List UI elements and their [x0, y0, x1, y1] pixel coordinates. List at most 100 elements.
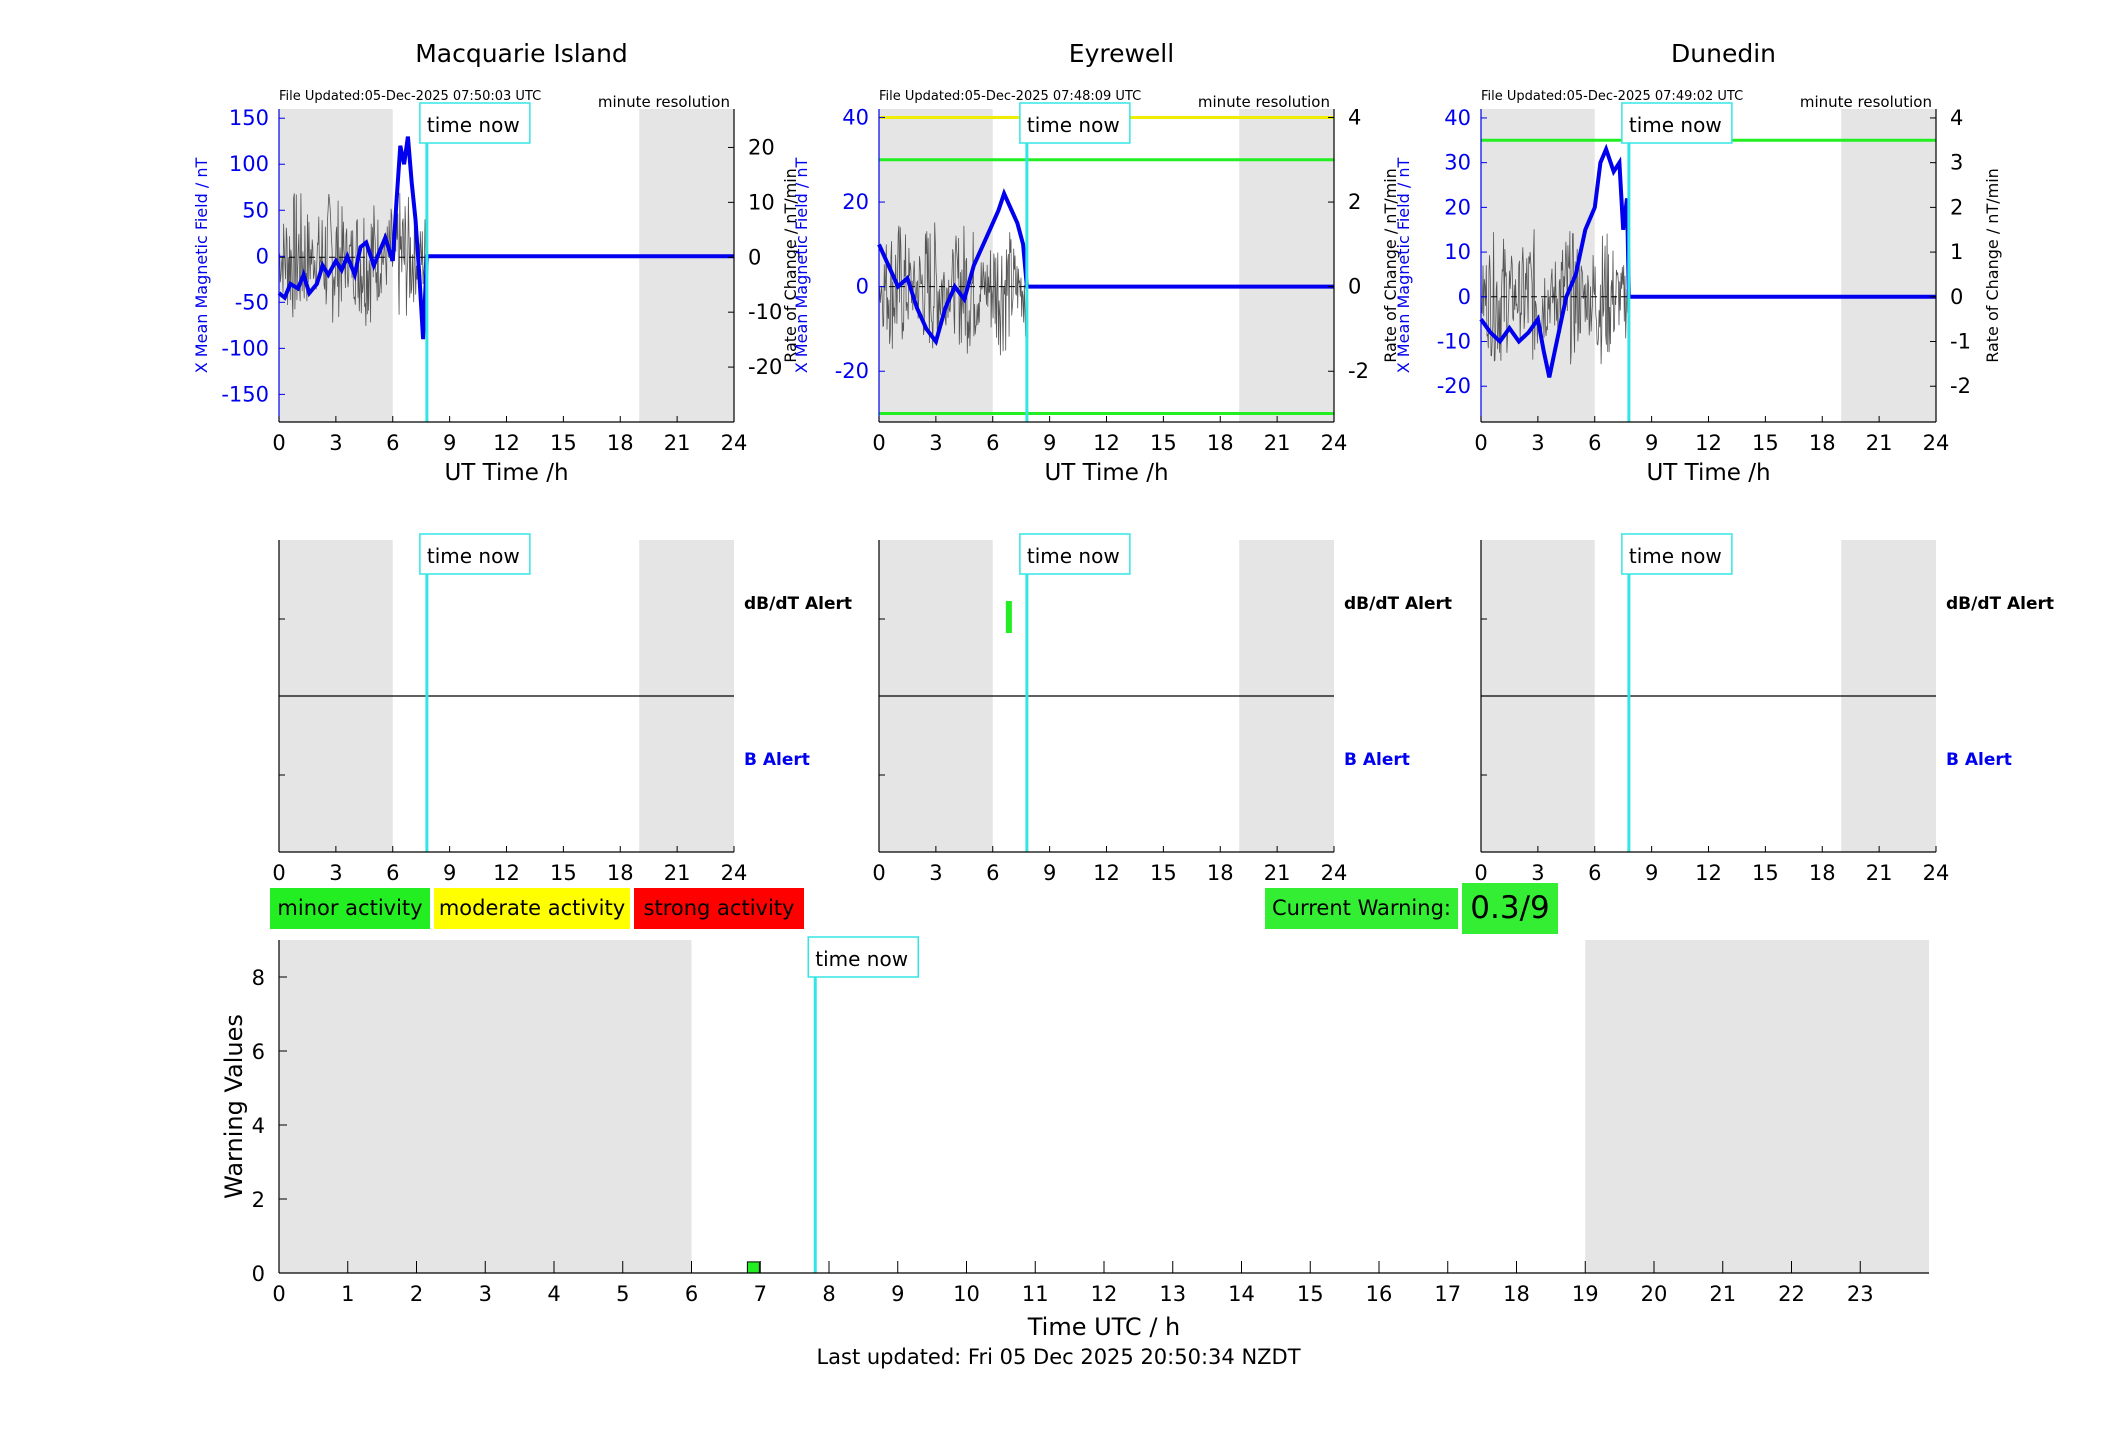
alert-x-tick-label: 6	[1588, 861, 1601, 885]
y-tick-label-left: 0	[856, 275, 869, 299]
x-tick-label: 9	[443, 431, 456, 455]
warning-x-tick-label: 18	[1503, 1282, 1530, 1306]
field-series-line	[877, 188, 1334, 347]
dbdt-alert-label: dB/dT Alert	[1344, 594, 1452, 614]
time-now-label-box	[807, 936, 919, 978]
y-tick-label-left: -100	[221, 336, 269, 360]
alert-x-tick-label: 21	[1264, 861, 1291, 885]
alert-x-tick-label: 15	[1150, 861, 1177, 885]
x-tick-label: 6	[1588, 431, 1601, 455]
x-axis-label: UT Time /h	[1646, 460, 1770, 486]
time-now-label-box	[419, 533, 531, 575]
x-tick-label: 9	[1645, 431, 1658, 455]
x-tick-label: 12	[1695, 431, 1722, 455]
panel-title: Eyrewell	[1069, 39, 1174, 68]
file-updated-text: File Updated:05-Dec-2025 07:50:03 UTC	[279, 89, 541, 104]
alert-x-tick-label: 21	[664, 861, 691, 885]
warning-y-tick-label: 0	[252, 1262, 265, 1286]
y-axis-label-left: X Mean Magnetic Field / nT	[192, 158, 211, 374]
alert-x-tick-label: 6	[986, 861, 999, 885]
x-tick-label: 24	[721, 431, 748, 455]
y-tick-label-left: 0	[1458, 285, 1471, 309]
y-tick-label-right: 1	[1950, 240, 1963, 264]
legend-minor-activity: minor activity	[270, 888, 430, 929]
x-tick-label: 24	[1923, 431, 1950, 455]
alert-x-tick-label: 9	[1043, 861, 1056, 885]
legend-strong-activity: strong activity	[634, 888, 804, 929]
warning-night-shading	[279, 940, 692, 1273]
warning-x-tick-label: 6	[685, 1282, 698, 1306]
x-tick-label: 9	[1043, 431, 1056, 455]
alert-x-tick-label: 18	[1809, 861, 1836, 885]
warning-x-tick-label: 13	[1159, 1282, 1186, 1306]
dbdt-alert-mark	[1005, 601, 1012, 633]
warning-x-tick-label: 1	[341, 1282, 354, 1306]
time-now-label: time now	[1027, 544, 1120, 568]
warning-x-tick-label: 0	[272, 1282, 285, 1306]
warning-x-tick-label: 12	[1091, 1282, 1118, 1306]
x-tick-label: 18	[1809, 431, 1836, 455]
x-tick-label: 0	[872, 431, 885, 455]
y-tick-label-right: 20	[748, 135, 775, 159]
y-tick-label-left: 10	[1444, 240, 1471, 264]
y-tick-label-left: 30	[1444, 151, 1471, 175]
x-tick-label: 3	[929, 431, 942, 455]
y-tick-label-right: 2	[1348, 190, 1361, 214]
warning-x-tick-label: 20	[1641, 1282, 1668, 1306]
y-tick-label-right: 0	[748, 245, 761, 269]
time-now-label: time now	[815, 947, 908, 971]
x-tick-label: 0	[1474, 431, 1487, 455]
y-tick-label-left: -50	[235, 290, 269, 314]
time-now-label-box	[1019, 533, 1131, 575]
y-tick-label-right: 0	[1950, 285, 1963, 309]
y-tick-label-left: 40	[1444, 106, 1471, 130]
y-tick-label-right: 10	[748, 190, 775, 214]
y-axis-label-right: Rate of Change / nT/min	[1381, 168, 1400, 363]
x-tick-label: 18	[1207, 431, 1234, 455]
current-warning-label: Current Warning:	[1265, 888, 1458, 929]
x-tick-label: 6	[386, 431, 399, 455]
x-tick-label: 0	[272, 431, 285, 455]
y-tick-label-right: -2	[1950, 374, 1971, 398]
y-tick-label-left: 50	[242, 198, 269, 222]
y-tick-label-left: 40	[842, 105, 869, 129]
resolution-text: minute resolution	[1800, 93, 1932, 111]
warning-x-tick-label: 10	[953, 1282, 980, 1306]
y-tick-label-left: -10	[1437, 330, 1471, 354]
y-tick-label-right: -10	[748, 300, 782, 324]
alert-x-tick-label: 18	[607, 861, 634, 885]
time-now-label-box	[1019, 102, 1131, 144]
y-axis-label-left: X Mean Magnetic Field / nT	[1394, 158, 1413, 374]
alert-x-tick-label: 0	[1474, 861, 1487, 885]
resolution-text: minute resolution	[598, 93, 730, 111]
x-tick-label: 15	[1150, 431, 1177, 455]
warning-x-tick-label: 8	[822, 1282, 835, 1306]
warning-x-axis-label: Time UTC / h	[1027, 1313, 1181, 1341]
y-tick-label-left: 0	[256, 244, 269, 268]
field-series-line	[1479, 143, 1936, 378]
x-axis-label: UT Time /h	[1044, 460, 1168, 486]
field-series-line	[277, 136, 734, 340]
y-axis-label-left: X Mean Magnetic Field / nT	[792, 158, 811, 374]
warning-x-tick-label: 2	[410, 1282, 423, 1306]
alert-x-tick-label: 12	[1093, 861, 1120, 885]
b-alert-label: B Alert	[1344, 750, 1410, 770]
alert-x-tick-label: 3	[929, 861, 942, 885]
alert-x-tick-label: 3	[1531, 861, 1544, 885]
time-now-label-box	[1621, 533, 1733, 575]
alert-x-tick-label: 15	[1752, 861, 1779, 885]
warning-x-tick-label: 5	[616, 1282, 629, 1306]
dbdt-alert-label: dB/dT Alert	[744, 594, 852, 614]
x-tick-label: 12	[1093, 431, 1120, 455]
warning-y-tick-label: 6	[252, 1040, 265, 1064]
warning-x-tick-label: 11	[1022, 1282, 1049, 1306]
time-now-label: time now	[427, 113, 520, 137]
night-shading	[1239, 109, 1334, 422]
y-tick-label-right: -20	[748, 355, 782, 379]
y-tick-label-left: 20	[1444, 195, 1471, 219]
alert-x-tick-label: 21	[1866, 861, 1893, 885]
file-updated-text: File Updated:05-Dec-2025 07:49:02 UTC	[1481, 89, 1743, 104]
warning-x-tick-label: 17	[1434, 1282, 1461, 1306]
warning-x-tick-label: 19	[1572, 1282, 1599, 1306]
